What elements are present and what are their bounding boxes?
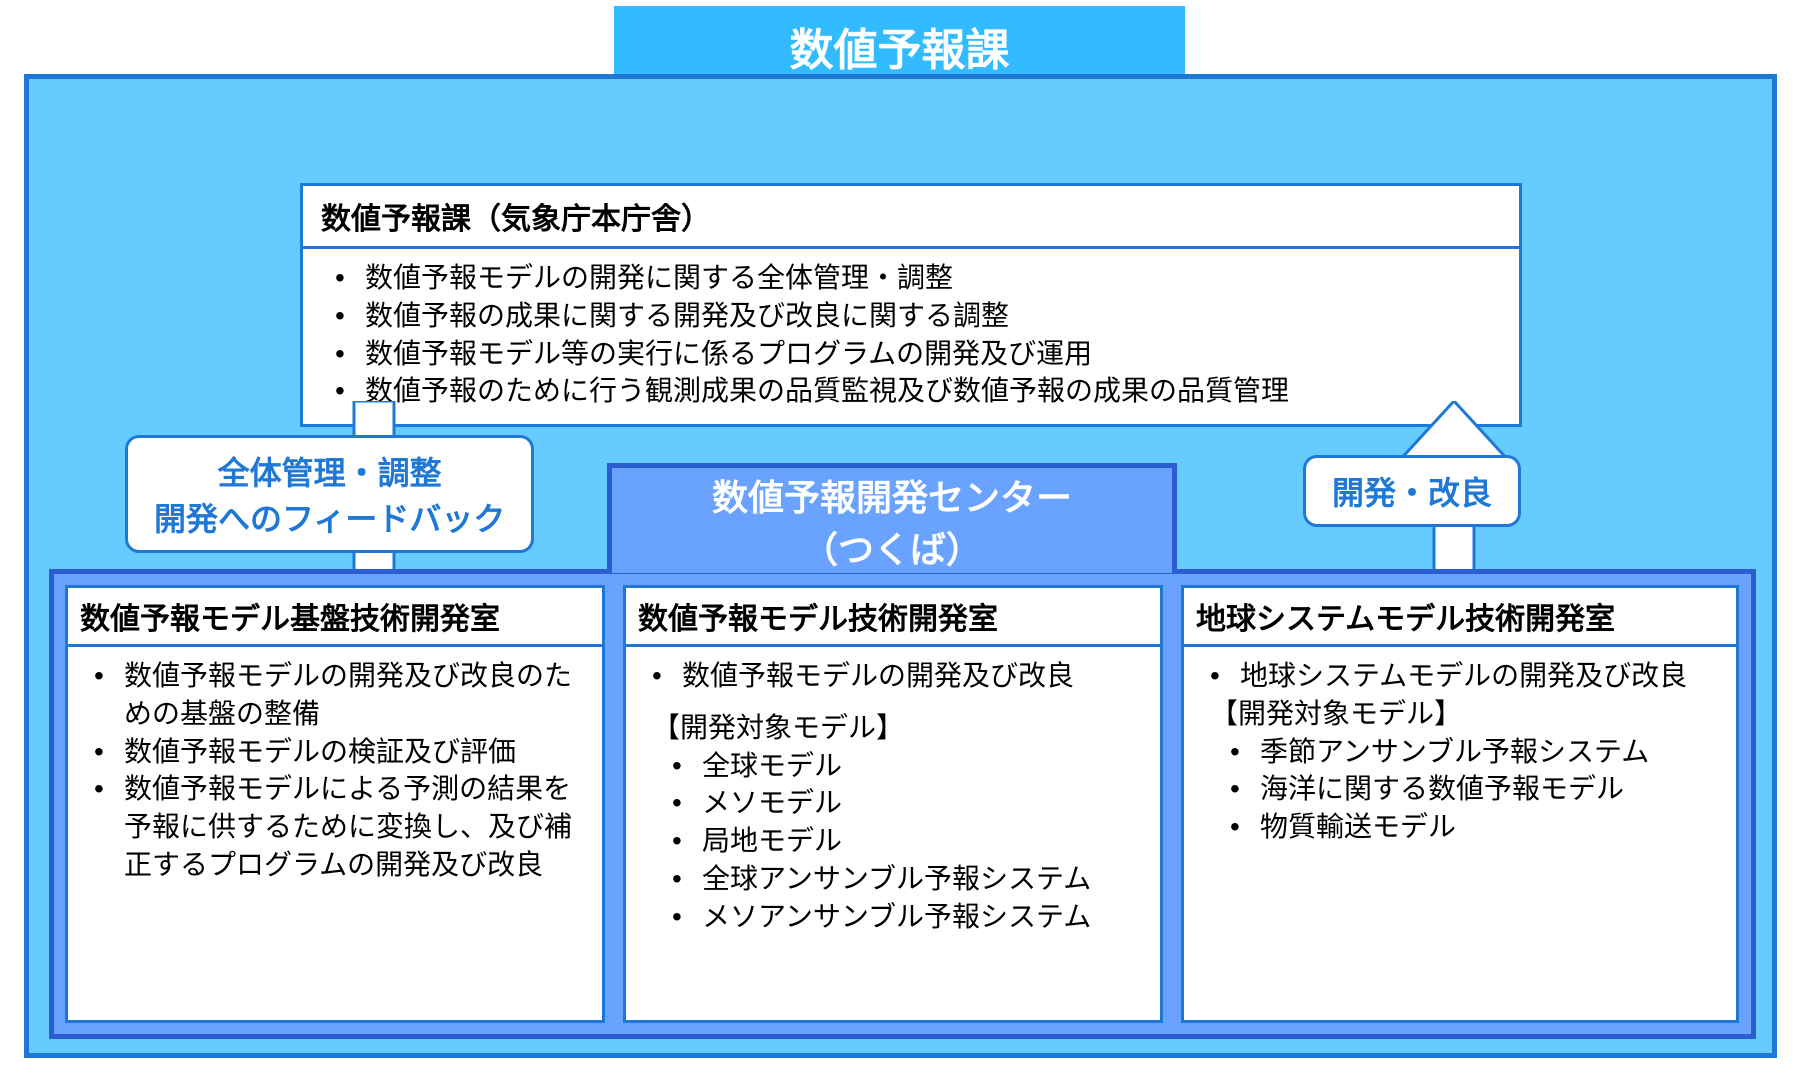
center-header-line2: （つくば） bbox=[802, 521, 982, 573]
list-item: 全球アンサンブル予報システム bbox=[658, 860, 1148, 898]
top-box: 数値予報課（気象庁本庁舎） 数値予報モデルの開発に関する全体管理・調整 数値予報… bbox=[300, 183, 1522, 427]
dept-lead-list: 地球システムモデルの開発及び改良 bbox=[1196, 657, 1724, 695]
callout-left-line1: 全体管理・調整 bbox=[218, 448, 442, 494]
dept-body: 地球システムモデルの開発及び改良 【開発対象モデル】 季節アンサンブル予報システ… bbox=[1184, 647, 1736, 860]
dept-box-2: 数値予報モデル技術開発室 数値予報モデルの開発及び改良 【開発対象モデル】 全球… bbox=[623, 585, 1163, 1023]
dept-header: 地球システムモデル技術開発室 bbox=[1184, 588, 1736, 647]
dept-header: 数値予報モデル技術開発室 bbox=[626, 588, 1160, 647]
list-item: 物質輸送モデル bbox=[1216, 808, 1724, 846]
dept-body: 数値予報モデルの開発及び改良のための基盤の整備 数値予報モデルの検証及び評価 数… bbox=[68, 647, 602, 898]
callout-right-text: 開発・改良 bbox=[1332, 468, 1492, 514]
top-box-list: 数値予報モデルの開発に関する全体管理・調整 数値予報の成果に関する開発及び改良に… bbox=[321, 259, 1501, 410]
list-item: 数値予報モデルの開発に関する全体管理・調整 bbox=[321, 259, 1501, 297]
dept-box-3: 地球システムモデル技術開発室 地球システムモデルの開発及び改良 【開発対象モデル… bbox=[1181, 585, 1739, 1023]
dept-subheading: 【開発対象モデル】 bbox=[638, 709, 1148, 747]
list-item: 数値予報モデルの開発及び改良 bbox=[638, 657, 1148, 695]
list-item: 海洋に関する数値予報モデル bbox=[1216, 770, 1724, 808]
dept-list: 数値予報モデルの開発及び改良のための基盤の整備 数値予報モデルの検証及び評価 数… bbox=[80, 657, 590, 884]
list-item: 数値予報モデル等の実行に係るプログラムの開発及び運用 bbox=[321, 335, 1501, 373]
dept-sub-list: 全球モデル メソモデル 局地モデル 全球アンサンブル予報システム メソアンサンブ… bbox=[638, 747, 1148, 936]
dept-lead-list: 数値予報モデルの開発及び改良 bbox=[638, 657, 1148, 695]
callout-left-line2: 開発へのフィードバック bbox=[154, 494, 505, 540]
list-item: 数値予報モデルによる予測の結果を予報に供するために変換し、及び補正するプログラム… bbox=[80, 770, 590, 883]
list-item: 地球システムモデルの開発及び改良 bbox=[1196, 657, 1724, 695]
list-item: 数値予報モデルの開発及び改良のための基盤の整備 bbox=[80, 657, 590, 733]
center-header: 数値予報開発センター （つくば） bbox=[607, 463, 1177, 573]
dept-body: 数値予報モデルの開発及び改良 【開発対象モデル】 全球モデル メソモデル 局地モ… bbox=[626, 647, 1160, 950]
list-item: メソアンサンブル予報システム bbox=[658, 898, 1148, 936]
callout-left: 全体管理・調整 開発へのフィードバック bbox=[125, 435, 534, 553]
dept-sub-list: 季節アンサンブル予報システム 海洋に関する数値予報モデル 物質輸送モデル bbox=[1196, 733, 1724, 846]
top-box-body: 数値予報モデルの開発に関する全体管理・調整 数値予報の成果に関する開発及び改良に… bbox=[303, 249, 1519, 424]
main-title-text: 数値予報課 bbox=[790, 14, 1010, 78]
list-item: 数値予報の成果に関する開発及び改良に関する調整 bbox=[321, 297, 1501, 335]
list-item: 季節アンサンブル予報システム bbox=[1216, 733, 1724, 771]
outer-container: 数値予報課（気象庁本庁舎） 数値予報モデルの開発に関する全体管理・調整 数値予報… bbox=[24, 74, 1777, 1058]
list-item: 局地モデル bbox=[658, 822, 1148, 860]
dept-box-1: 数値予報モデル基盤技術開発室 数値予報モデルの開発及び改良のための基盤の整備 数… bbox=[65, 585, 605, 1023]
center-header-line1: 数値予報開発センター bbox=[712, 469, 1072, 521]
list-item: 全球モデル bbox=[658, 747, 1148, 785]
list-item: メソモデル bbox=[658, 784, 1148, 822]
dept-header: 数値予報モデル基盤技術開発室 bbox=[68, 588, 602, 647]
list-item: 数値予報モデルの検証及び評価 bbox=[80, 733, 590, 771]
callout-right: 開発・改良 bbox=[1303, 455, 1521, 527]
top-box-header: 数値予報課（気象庁本庁舎） bbox=[303, 186, 1519, 249]
dept-subheading: 【開発対象モデル】 bbox=[1196, 695, 1724, 733]
list-item: 数値予報のために行う観測成果の品質監視及び数値予報の成果の品質管理 bbox=[321, 372, 1501, 410]
